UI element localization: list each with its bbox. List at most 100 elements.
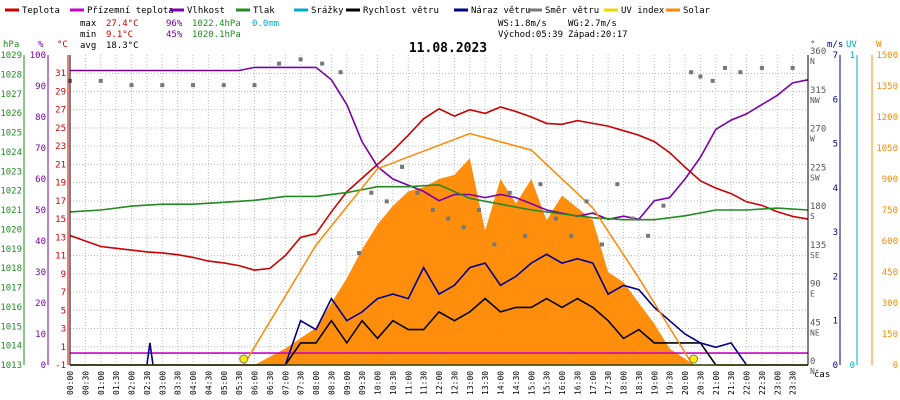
y-tick-label: 150 xyxy=(882,330,898,340)
direction-point xyxy=(722,65,727,70)
direction-tick-label: S xyxy=(810,212,815,221)
direction-tick-label: E xyxy=(810,290,815,299)
stats-avg-label: avg xyxy=(80,41,96,51)
x-tick-label: 03:30 xyxy=(174,371,183,395)
direction-point xyxy=(569,233,574,238)
x-tick-label: 16:00 xyxy=(558,371,567,395)
x-tick-label: 10:00 xyxy=(374,371,383,395)
y-tick-label: 0 xyxy=(833,361,838,371)
direction-point xyxy=(338,70,343,75)
x-tick-label: 15:30 xyxy=(543,371,552,395)
direction-point xyxy=(507,190,512,195)
x-tick-label: 00:30 xyxy=(81,371,90,395)
x-tick-label: 18:00 xyxy=(620,371,629,395)
y-tick-label: 31 xyxy=(55,69,66,79)
x-tick-label: 14:00 xyxy=(497,371,506,395)
stats-min-label: min xyxy=(80,30,96,40)
y-tick-label: 7 xyxy=(833,51,838,61)
x-tick-label: 11:00 xyxy=(404,371,413,395)
direction-point xyxy=(320,61,325,66)
stats-max-rain: 0.0mm xyxy=(252,19,279,29)
direction-point xyxy=(277,61,282,66)
y-tick-label: 1350 xyxy=(876,82,898,92)
direction-point xyxy=(661,203,666,208)
x-tick-label: 02:00 xyxy=(128,371,137,395)
direction-tick-label: NE xyxy=(810,328,820,337)
x-tick-label: 04:00 xyxy=(189,371,198,395)
x-tick-label: 23:30 xyxy=(789,371,798,395)
y-tick-label: 60 xyxy=(35,175,46,185)
y-tick-label: 1200 xyxy=(876,113,898,123)
sunset-time: Západ:20:17 xyxy=(568,30,628,40)
x-tick-label: 03:00 xyxy=(158,371,167,395)
direction-tick-label: N xyxy=(810,367,815,376)
direction-point xyxy=(461,225,466,230)
direction-point xyxy=(191,83,195,88)
stats-block: max 27.4°C 96% 1022.4hPa 0.0mm min 9.1°C… xyxy=(80,19,628,51)
direction-tick-value: 45 xyxy=(810,318,821,328)
y-tick-label: 1018 xyxy=(0,264,22,274)
x-tick-label: 08:30 xyxy=(327,371,336,395)
y-tick-label: 7 xyxy=(61,288,66,298)
direction-point xyxy=(790,65,795,70)
y-tick-label: 1 xyxy=(61,343,66,353)
y-tick-label: 900 xyxy=(882,175,898,185)
unit-degree: ° xyxy=(810,40,815,50)
direction-point xyxy=(599,242,604,247)
tick-labels: 00:00 00:30 01:00 01:30 02:00 02:30 03:00 03:30… xyxy=(0,47,898,395)
y-tick-label: 3 xyxy=(61,325,66,335)
direction-tick-label: SW xyxy=(810,173,820,182)
y-tick-label: 1 xyxy=(850,51,855,61)
y-tick-label: 50 xyxy=(35,206,46,216)
y-tick-label: 2 xyxy=(833,272,838,282)
y-tick-label: 5 xyxy=(61,306,66,316)
y-tick-label: 1025 xyxy=(0,129,22,139)
y-tick-label: 27 xyxy=(55,106,66,116)
stats-min-temp: 9.1°C xyxy=(106,30,133,40)
y-tick-label: 20 xyxy=(35,299,46,309)
y-tick-label: 1013 xyxy=(0,361,22,371)
legend-label: Vlhkost xyxy=(187,6,225,16)
y-tick-label: 1027 xyxy=(0,90,22,100)
direction-tick-label: N xyxy=(810,57,815,66)
direction-tick-value: 0 xyxy=(810,357,815,367)
y-tick-label: 1022 xyxy=(0,187,22,197)
direction-tick-value: 360 xyxy=(810,47,826,57)
direction-point xyxy=(446,216,451,221)
y-tick-label: 13 xyxy=(55,233,66,243)
direction-point xyxy=(584,199,589,204)
y-tick-label: 30 xyxy=(35,268,46,278)
x-tick-label: 10:30 xyxy=(389,371,398,395)
direction-point xyxy=(538,182,543,187)
y-tick-label: 5 xyxy=(833,140,838,150)
y-tick-label: 1026 xyxy=(0,109,22,119)
chart-title: 11.08.2023 xyxy=(409,41,487,56)
stats-max-hum: 96% xyxy=(166,19,183,29)
x-tick-label: 09:00 xyxy=(343,371,352,395)
x-tick-label: 00:00 xyxy=(66,371,75,395)
direction-point xyxy=(492,242,497,247)
y-tick-label: 0 xyxy=(850,361,855,371)
y-tick-label: 300 xyxy=(882,299,898,309)
y-tick-label: 3 xyxy=(833,228,838,238)
series-line xyxy=(69,183,809,221)
x-tick-label: 21:30 xyxy=(727,371,736,395)
y-tick-label: 23 xyxy=(55,142,66,152)
y-tick-label: 90 xyxy=(35,82,46,92)
direction-point xyxy=(698,74,703,79)
direction-tick-value: 135 xyxy=(810,241,826,251)
sun-marker xyxy=(689,354,699,364)
y-tick-label: 15 xyxy=(55,215,66,225)
sunrise-time: Východ:05:39 xyxy=(498,30,563,40)
direction-point xyxy=(384,199,389,204)
x-tick-label: 22:30 xyxy=(758,371,767,395)
series-solar-area xyxy=(70,158,808,365)
y-tick-label: 19 xyxy=(55,179,66,189)
legend-label: Teplota xyxy=(22,6,60,16)
direction-tick-value: 225 xyxy=(810,163,826,173)
x-tick-label: 13:30 xyxy=(481,371,490,395)
y-tick-label: -1 xyxy=(55,361,66,371)
stats-min-hum: 45% xyxy=(166,30,183,40)
direction-tick-label: NW xyxy=(810,96,820,105)
y-tick-label: 1014 xyxy=(0,342,22,352)
